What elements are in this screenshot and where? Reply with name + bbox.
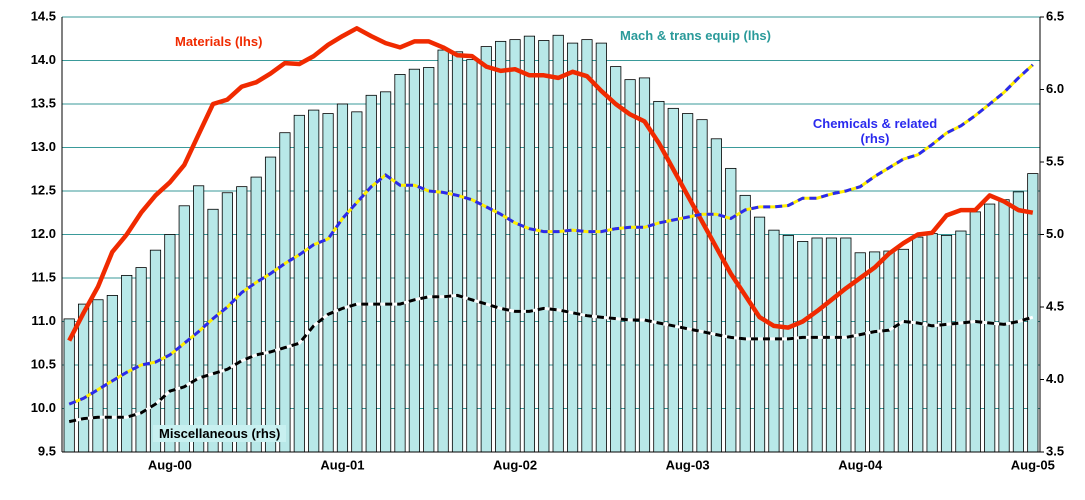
y-tick-label: 10.0 [31,400,56,415]
bar [509,39,521,453]
y2-tick-label: 3.5 [1046,443,1064,458]
bar [840,237,852,453]
y2-tick-label: 5.5 [1046,153,1064,168]
bar [710,138,722,453]
bar [77,303,90,453]
bar [207,208,219,453]
line [67,26,1034,342]
bar [682,113,694,453]
bar [480,46,492,453]
bar [308,109,320,453]
bar [264,156,277,453]
bar [106,294,118,453]
y-tick-label: 12.0 [31,226,56,241]
y-tick-label: 9.5 [38,443,56,458]
y-tick-label: 10.5 [31,356,56,371]
bar [739,194,751,453]
bar [638,77,651,453]
line [68,293,1034,424]
bar [782,234,794,453]
bar [135,267,147,453]
bar [955,230,967,453]
bar [912,236,924,453]
bar [250,176,262,453]
y-tick-label: 14.0 [31,52,56,67]
y-tick-label: 12.5 [31,182,56,197]
y2-tick-label: 5.0 [1046,226,1064,241]
bar [897,248,909,453]
y-tick-label: 14.5 [31,8,56,23]
series-label: Mach & trans equip (lhs) [620,28,771,43]
bar [394,74,406,453]
bar [1027,173,1039,453]
bar [423,67,435,453]
bar [408,68,420,453]
bar [552,34,564,453]
y-tick-label: 11.0 [31,313,56,328]
bar [380,91,392,453]
bar [595,42,607,453]
bar [221,192,233,453]
bar [696,119,708,453]
bar [624,79,636,453]
bar [149,249,162,453]
bar [92,299,104,453]
bar [495,40,507,453]
bar [984,203,996,453]
series-label: Materials (lhs) [175,34,263,49]
bar [926,233,938,453]
bar [437,49,449,453]
series-label: Miscellaneous (rhs) [153,425,287,442]
bar [825,237,838,453]
bar [164,234,176,453]
y2-tick-label: 6.0 [1046,81,1064,96]
x-tick-label: Aug-04 [838,457,883,472]
y2-tick-label: 4.5 [1046,298,1064,313]
bar [293,114,305,453]
bar [725,167,737,453]
bar [768,229,780,453]
bar [451,51,464,453]
bar [610,66,622,453]
bar [193,185,205,453]
x-tick-label: Aug-03 [666,457,710,472]
y2-tick-label: 4.0 [1046,371,1064,386]
bar [351,111,363,453]
bar [940,234,953,453]
bar [753,216,766,453]
y2-tick-label: 6.5 [1046,8,1064,23]
bar [883,250,895,453]
bar [336,103,349,453]
bar [811,237,823,453]
bar [236,186,248,453]
x-tick-label: Aug-01 [320,457,364,472]
bar [322,113,334,453]
bar [121,274,133,453]
bar [538,40,550,453]
bar [969,211,981,453]
bar [523,35,536,453]
y-tick-label: 13.5 [31,95,56,110]
x-tick-label: Aug-00 [148,457,192,472]
bar [566,42,579,453]
bar [365,94,377,453]
x-tick-label: Aug-02 [493,457,537,472]
y-tick-label: 13.0 [31,139,56,154]
x-tick-label: Aug-05 [1011,457,1055,472]
line-underlay [68,63,1034,406]
bar [178,205,190,453]
bar [279,132,291,453]
bar [466,59,478,453]
y-tick-label: 11.5 [31,269,56,284]
series-label: Chemicals & related (rhs) [812,116,938,146]
bar [797,241,809,453]
bar [869,251,881,453]
bar [581,39,593,453]
